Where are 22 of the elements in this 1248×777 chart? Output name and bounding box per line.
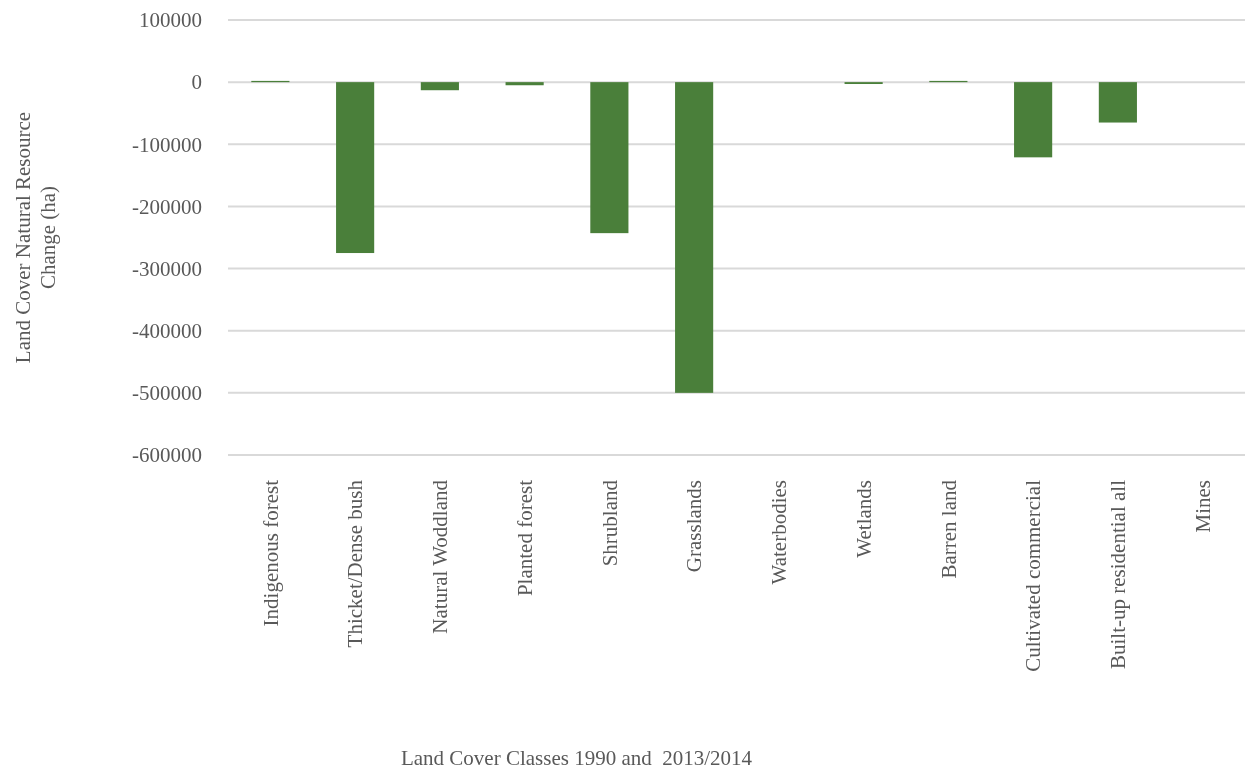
x-axis-title: Land Cover Classes 1990 and 2013/2014: [400, 746, 753, 770]
y-tick-label: -300000: [132, 256, 202, 281]
y-tick-label: -100000: [132, 132, 202, 157]
y-tick-label: 100000: [139, 8, 202, 33]
x-tick-label: Thicket/Dense bush: [343, 479, 368, 648]
y-tick-label: 0: [191, 70, 202, 95]
x-tick-label: Cultivated commercial: [1021, 479, 1046, 672]
x-tick-label: Natural Woddland: [428, 479, 453, 634]
x-tick-label: Wetlands: [851, 480, 876, 558]
x-tick-label: Mines: [1190, 480, 1215, 533]
x-tick-label: Shrubland: [597, 479, 622, 567]
y-tick-label: -600000: [132, 443, 202, 468]
y-axis-title: Land Cover Natural Resource Change (ha): [11, 111, 61, 364]
x-tick-label: Grasslands: [682, 480, 707, 573]
y-tick-label: -400000: [132, 318, 202, 343]
x-tick-label: Planted forest: [512, 479, 537, 597]
x-tick-label: Barren land: [936, 479, 961, 579]
x-tick-label: Waterbodies: [767, 480, 792, 585]
y-tick-label: -500000: [132, 381, 202, 406]
y-tick-label: -200000: [132, 194, 202, 219]
x-tick-label: Built-up residential all: [1106, 479, 1131, 669]
x-tick-label: Indigenous forest: [258, 479, 283, 627]
